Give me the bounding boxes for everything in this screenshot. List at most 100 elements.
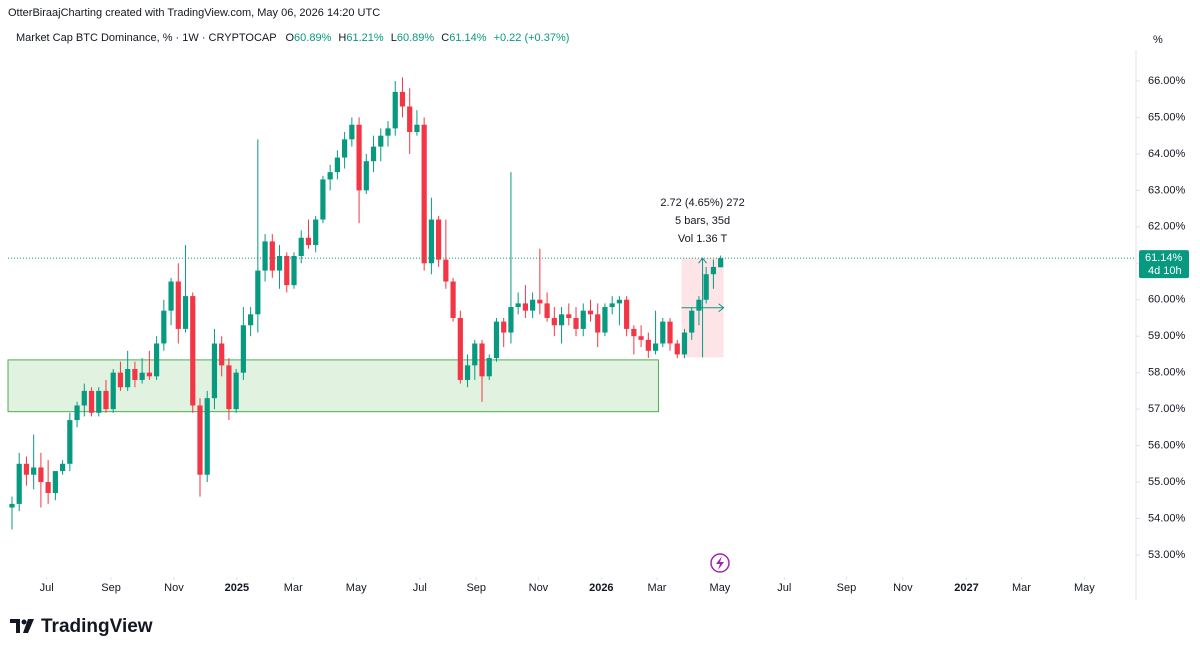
candle-body bbox=[479, 343, 485, 377]
candle-body bbox=[407, 106, 413, 133]
y-tick-label: 56.00% bbox=[1148, 439, 1186, 451]
logo-mark-1 bbox=[10, 619, 20, 633]
candle-body bbox=[190, 296, 196, 406]
candle-body bbox=[154, 343, 160, 377]
x-tick-label: May bbox=[710, 582, 731, 594]
candle-body bbox=[631, 328, 637, 337]
candle-body bbox=[551, 317, 557, 326]
logo-mark-3 bbox=[23, 619, 34, 633]
candle-body bbox=[363, 161, 369, 191]
price-label-bg bbox=[1139, 250, 1189, 279]
y-tick-label: 65.00% bbox=[1148, 111, 1186, 123]
candle-body bbox=[219, 343, 225, 366]
candle-body bbox=[587, 310, 594, 315]
candle-body bbox=[710, 266, 717, 275]
x-tick-label: Sep bbox=[466, 582, 486, 594]
low-value: 60.89% bbox=[397, 32, 435, 44]
candle-body bbox=[385, 128, 391, 136]
candle-body bbox=[609, 303, 615, 308]
candle-body bbox=[139, 372, 145, 380]
candle-body bbox=[464, 365, 471, 380]
candle-body bbox=[161, 310, 167, 344]
candle-body bbox=[544, 303, 550, 318]
close-label: C bbox=[441, 32, 449, 44]
candle-body bbox=[689, 310, 695, 333]
high-value: 61.21% bbox=[346, 32, 384, 44]
candle-body bbox=[334, 157, 340, 173]
measure-label: Vol 1.36 T bbox=[678, 233, 728, 245]
y-tick-label: 64.00% bbox=[1148, 148, 1186, 160]
brand: TradingView bbox=[41, 616, 153, 637]
candle-body bbox=[31, 467, 37, 475]
x-tick-label: 2025 bbox=[225, 582, 249, 594]
legend: Market Cap BTC Dominance, % · 1W · CRYPT… bbox=[16, 32, 569, 44]
candle-body bbox=[182, 296, 189, 329]
zap-circle[interactable] bbox=[710, 553, 730, 573]
candle-body bbox=[96, 390, 102, 413]
zap-bolt[interactable] bbox=[716, 556, 724, 570]
candle-body bbox=[457, 317, 463, 380]
candle-body bbox=[392, 91, 398, 129]
x-tick-label: Nov bbox=[529, 582, 549, 594]
candle-body bbox=[67, 420, 73, 464]
y-tick-label: 59.00% bbox=[1148, 330, 1186, 342]
low-label: L bbox=[391, 32, 397, 44]
candle-body bbox=[305, 237, 312, 246]
candle-body bbox=[580, 310, 586, 329]
candle-body bbox=[110, 372, 116, 410]
candle-body bbox=[414, 124, 420, 133]
candle-body bbox=[45, 482, 51, 493]
x-tick-label: Mar bbox=[284, 582, 303, 594]
candle-body bbox=[515, 303, 521, 308]
candle-body bbox=[103, 390, 109, 410]
candle-body bbox=[197, 405, 203, 475]
candle-body bbox=[16, 463, 22, 504]
y-tick-label: 54.00% bbox=[1148, 512, 1186, 524]
candle-body bbox=[125, 369, 131, 388]
measure-arrow-h bbox=[681, 303, 725, 313]
candle-body bbox=[132, 369, 138, 380]
candle-body bbox=[255, 270, 261, 315]
y-tick-label: 53.00% bbox=[1148, 549, 1186, 561]
y-tick-label: 66.00% bbox=[1148, 75, 1186, 87]
x-tick-label: Mar bbox=[648, 582, 667, 594]
candle-body bbox=[421, 124, 427, 264]
candle-body bbox=[645, 339, 651, 351]
measure-label: 5 bars, 35d bbox=[675, 215, 730, 227]
logo-mark-2 bbox=[21, 619, 27, 625]
candle-body bbox=[370, 146, 377, 162]
candle-body bbox=[566, 314, 572, 318]
countdown-label: 4d 10h bbox=[1148, 265, 1182, 277]
candle-body bbox=[74, 405, 80, 421]
candle-body bbox=[349, 124, 355, 140]
candle-body bbox=[493, 321, 500, 359]
candle-body bbox=[327, 172, 333, 180]
candle-body bbox=[428, 219, 434, 264]
price-label: 61.14% bbox=[1145, 252, 1183, 264]
candle-body bbox=[262, 241, 268, 271]
x-tick-label: Jul bbox=[777, 582, 791, 594]
zap-icon[interactable] bbox=[710, 553, 730, 573]
x-tick-label: 2027 bbox=[954, 582, 978, 594]
candle-body bbox=[88, 390, 95, 413]
candle-body bbox=[443, 259, 449, 282]
candle-body bbox=[168, 281, 174, 311]
candle-body bbox=[269, 241, 275, 271]
x-tick-label: Sep bbox=[837, 582, 857, 594]
candle-body bbox=[660, 321, 666, 344]
x-tick-label: Jul bbox=[40, 582, 54, 594]
candle-body bbox=[240, 325, 246, 373]
unit-label: % bbox=[1153, 34, 1163, 46]
candle-body bbox=[204, 398, 210, 475]
candle-body bbox=[652, 343, 659, 351]
candle-body bbox=[23, 463, 30, 475]
y-tick-label: 62.00% bbox=[1148, 221, 1186, 233]
candle-body bbox=[638, 336, 644, 340]
candle-body bbox=[248, 314, 254, 326]
x-tick-label: 2026 bbox=[589, 582, 613, 594]
y-tick-label: 60.00% bbox=[1148, 294, 1186, 306]
candle-body bbox=[291, 255, 297, 286]
candle-body bbox=[38, 467, 44, 483]
candle-body bbox=[595, 314, 601, 333]
